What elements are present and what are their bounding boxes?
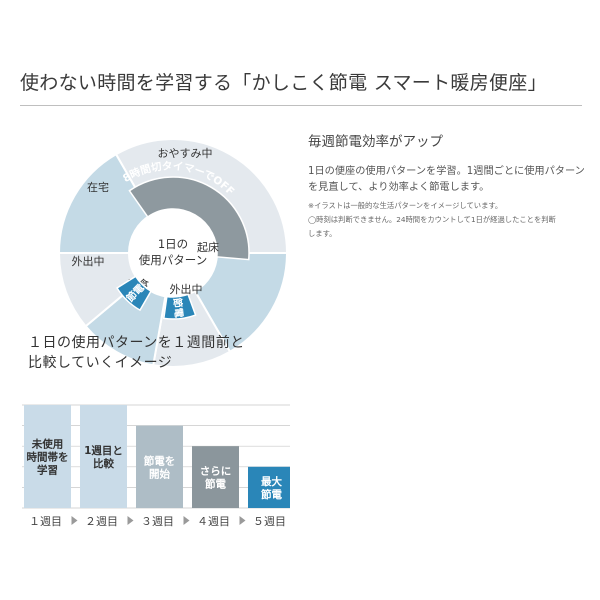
weekly-savings-chart: 未使用時間帯を学習１週目1週目と比較２週目節電を開始３週目さらに節電４週目最大節…	[22, 404, 290, 528]
description-line-2: を見直して、より効率よく節電します。	[308, 182, 490, 193]
compare-title-line1: １日の使用パターンを１週間前と	[28, 335, 245, 351]
wheel-center	[131, 211, 215, 295]
week-label: ２週目	[85, 515, 118, 528]
wheel-center-line2: 使用パターン	[139, 253, 207, 267]
wheel-segment	[193, 252, 288, 354]
bar-label: さらに	[200, 466, 232, 478]
next-arrow-icon	[239, 516, 246, 525]
note-line-1: ※イラストは一般的な生活パターンをイメージしています。	[308, 201, 503, 210]
bar-label: 学習	[37, 464, 58, 477]
page-title: 使わない時間を学習する「かしこく節電 スマート暖房便座」	[20, 72, 547, 94]
week-label: ５週目	[253, 515, 286, 528]
bar-label: 未使用	[31, 438, 64, 451]
timer-ring	[128, 176, 250, 261]
next-arrow-icon	[127, 516, 134, 525]
bar	[192, 446, 239, 508]
bar-label: 開始	[149, 467, 170, 480]
bar-label: 節電	[260, 488, 282, 501]
usage-pattern-wheel: 1日の 使用パターン 8時間切タイマーでOFF おやすみ中起床外出中昼食外出中在…	[58, 138, 288, 368]
wheel-segment-label: 外出中	[170, 282, 203, 296]
week-label: １週目	[29, 515, 62, 528]
bar	[248, 466, 290, 508]
bar-label: 1週目と	[84, 445, 123, 457]
savings-segment	[162, 293, 197, 320]
wheel-segment-label: 在宅	[87, 180, 109, 194]
timer-band	[128, 176, 250, 261]
note-line-2: ◯時刻は判断できません。24時間をカウントして1日が経過したことを判断	[308, 215, 556, 224]
description-line-1: 1日の便座の使用パターンを学習。1週間ごとに使用パターン	[308, 166, 585, 177]
next-arrow-icon	[183, 516, 190, 525]
bar	[24, 405, 71, 508]
wheel-center-line1: 1日の	[158, 237, 188, 251]
next-arrow-icon	[71, 516, 78, 525]
bar-label: 節電	[204, 478, 226, 491]
bar-label: 比較	[93, 457, 114, 470]
wheel-segment-label: 起床	[197, 240, 219, 254]
title-divider	[20, 105, 582, 106]
wheel-segment	[58, 152, 153, 254]
description-heading: 毎週節電効率がアップ	[308, 134, 443, 150]
week-label: ３週目	[141, 515, 174, 528]
bar-label: 時間帯を	[27, 451, 69, 464]
wheel-segment-label: おやすみ中	[158, 147, 213, 160]
note-line-3: します。	[308, 229, 337, 238]
savings-segment	[115, 275, 153, 312]
compare-title-line2: 比較していくイメージ	[28, 355, 173, 371]
bar	[80, 405, 127, 508]
bar-label: 最大	[261, 475, 282, 488]
wheel-segment-label: 外出中	[72, 254, 105, 268]
bar-label: 節電を	[143, 454, 176, 467]
bar	[136, 425, 183, 508]
week-label: ４週目	[197, 515, 230, 528]
savings-label: 節電	[171, 297, 186, 318]
